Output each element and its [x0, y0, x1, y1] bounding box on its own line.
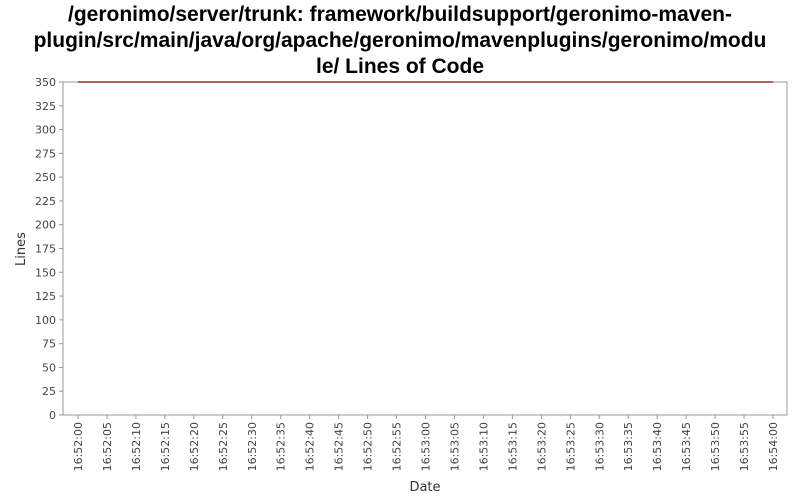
x-tick-label: 16:53:35: [622, 422, 635, 471]
y-tick-label: 100: [35, 314, 56, 327]
x-tick-label: 16:54:00: [767, 422, 780, 471]
y-tick-label: 200: [35, 219, 56, 232]
x-tick-label: 16:53:30: [593, 422, 606, 471]
x-tick-label: 16:52:05: [101, 422, 114, 471]
x-tick-label: 16:53:00: [420, 422, 433, 471]
chart-title: /geronimo/server/trunk: framework/builds…: [33, 3, 767, 78]
x-tick-label: 16:52:50: [362, 422, 375, 471]
y-tick-label: 225: [35, 195, 56, 208]
x-tick-label: 16:52:30: [246, 422, 259, 471]
y-tick-label: 75: [42, 338, 56, 351]
x-axis-label: Date: [409, 480, 440, 495]
y-tick-label: 0: [49, 409, 56, 422]
x-tick-label: 16:53:45: [680, 422, 693, 471]
x-tick-label: 16:53:40: [651, 422, 664, 471]
y-tick-label: 325: [35, 100, 56, 113]
x-tick-label: 16:53:15: [506, 422, 519, 471]
x-tick-label: 16:53:55: [738, 422, 751, 471]
y-tick-label: 150: [35, 266, 56, 279]
y-tick-label: 175: [35, 243, 56, 256]
y-tick-label: 25: [42, 385, 56, 398]
x-tick-label: 16:53:20: [535, 422, 548, 471]
x-tick-label: 16:52:10: [130, 422, 143, 471]
y-axis-label: Lines: [14, 232, 29, 266]
x-tick-label: 16:52:15: [159, 422, 172, 471]
y-axis: 0 25 50 75 100 125 150 175 200 225 250 275 300 325 350: [35, 76, 63, 422]
plot-background: [62, 81, 788, 416]
y-tick-label: 250: [35, 171, 56, 184]
x-tick-label: 16:52:40: [304, 422, 317, 471]
y-tick-label: 300: [35, 124, 56, 137]
x-tick-label: 16:52:45: [333, 422, 346, 471]
x-tick-label: 16:53:50: [709, 422, 722, 471]
x-tick-label: 16:53:10: [477, 422, 490, 471]
x-tick-label: 16:52:35: [275, 422, 288, 471]
x-axis: 16:52:00 16:52:05 16:52:10 16:52:15 16:52:20…: [72, 415, 780, 471]
y-tick-label: 275: [35, 147, 56, 160]
x-tick-label: 16:53:05: [448, 422, 461, 471]
y-tick-label: 125: [35, 290, 56, 303]
y-tick-label: 350: [35, 76, 56, 89]
x-tick-label: 16:52:25: [217, 422, 230, 471]
x-tick-label: 16:53:25: [564, 422, 577, 471]
y-tick-label: 50: [42, 361, 56, 374]
x-tick-label: 16:52:55: [391, 422, 404, 471]
x-tick-label: 16:52:20: [188, 422, 201, 471]
x-tick-label: 16:52:00: [72, 422, 85, 471]
